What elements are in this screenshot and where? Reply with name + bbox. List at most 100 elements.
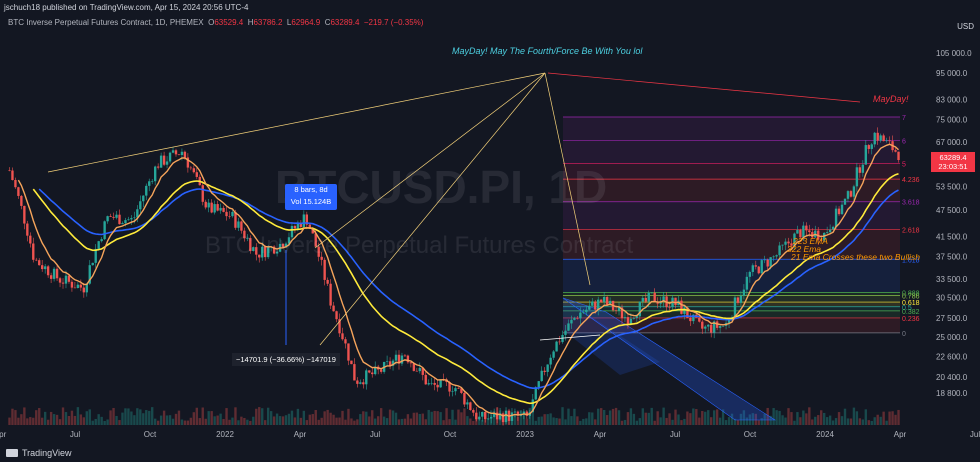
volume-bar	[608, 410, 612, 425]
candle-body	[311, 229, 314, 234]
bars-volume: Vol 15.124B	[290, 197, 332, 206]
volume-bar	[742, 410, 746, 425]
volume-bar	[620, 420, 624, 425]
volume-bar	[882, 411, 885, 425]
candle-body	[876, 132, 879, 141]
candle-body	[261, 246, 264, 258]
volume-bar	[73, 415, 77, 425]
x-tick-4: Apr	[294, 430, 307, 439]
candle-body	[748, 271, 752, 277]
volume-bar	[350, 418, 353, 425]
volume-bar	[522, 415, 526, 425]
volume-bar	[281, 416, 285, 425]
candle-body	[293, 225, 297, 229]
volume-bar	[61, 407, 65, 425]
candle-body	[365, 370, 368, 385]
candle-body	[216, 204, 219, 211]
candle-body	[124, 220, 127, 224]
volume-bar	[287, 413, 291, 425]
volume-bar	[733, 418, 737, 425]
fib-label-5: 2.618	[902, 228, 920, 235]
volume-bar	[516, 416, 520, 425]
volume-bar	[605, 415, 609, 425]
time-axis[interactable]: Apr Jul Oct 2022 Apr Jul Oct 2023 Apr Jul Oct 2024 A…	[0, 430, 980, 439]
volume-bar	[849, 418, 853, 425]
candle-body	[55, 268, 59, 279]
volume-bar	[861, 419, 865, 425]
volume-bar	[234, 407, 237, 425]
volume-bar	[799, 417, 802, 425]
volume-bar	[210, 411, 213, 425]
volume-bar	[344, 419, 347, 425]
fib-band-1	[563, 140, 900, 164]
candle-body	[885, 140, 888, 142]
volume-bar	[858, 418, 862, 425]
volume-bar	[317, 419, 320, 425]
y-tick-14: 22 600.0	[936, 353, 968, 362]
candle-body	[17, 187, 20, 196]
volume-bar	[168, 415, 172, 425]
volume-bar	[570, 416, 573, 425]
x-tick-8: Apr	[594, 430, 607, 439]
candle-body	[329, 283, 332, 306]
volume-bar	[391, 410, 395, 425]
candle-body	[674, 297, 677, 305]
volume-bar	[171, 418, 175, 425]
volume-bar	[439, 412, 442, 425]
volume-bar	[91, 420, 94, 425]
volume-bar	[513, 415, 517, 425]
volume-bar	[162, 410, 166, 425]
volume-bar	[870, 420, 873, 425]
volume-bar	[811, 419, 814, 425]
volume-bar	[445, 408, 448, 425]
candle-body	[180, 151, 184, 156]
candle-body	[237, 221, 240, 228]
volume-bar	[451, 409, 454, 425]
currency-button[interactable]: USD	[957, 22, 974, 31]
fib-band-9	[563, 302, 900, 307]
volume-bar	[448, 419, 451, 425]
fib-label-8: 0.786	[902, 294, 920, 301]
candle-body	[769, 257, 772, 267]
volume-bar	[409, 418, 413, 425]
volume-bar	[715, 409, 719, 425]
candle-body	[879, 135, 882, 141]
candle-body	[379, 369, 383, 372]
y-tick-15: 20 400.0	[936, 373, 968, 382]
close-value: 63289.4	[330, 18, 360, 27]
candle-body	[466, 402, 469, 405]
candle-body	[564, 330, 567, 335]
volume-bar	[695, 409, 698, 425]
candle-body	[576, 318, 579, 319]
volume-bar	[745, 417, 749, 425]
volume-bar	[264, 420, 267, 425]
candle-body	[88, 265, 91, 284]
candle-body	[427, 383, 430, 385]
volume-bar	[659, 417, 662, 425]
candle-body	[641, 297, 644, 302]
candle-body	[757, 266, 760, 274]
volume-bar	[368, 416, 371, 425]
price-axis[interactable]: 105 000.0 95 000.0 83 000.0 75 000.0 67 000.…	[936, 49, 972, 398]
candle-body	[46, 266, 50, 276]
volume-bar	[329, 412, 332, 425]
volume-bar	[139, 409, 142, 425]
candle-body	[487, 418, 490, 420]
candle-body	[751, 265, 755, 272]
volume-bar	[204, 418, 207, 425]
volume-bar	[739, 413, 743, 425]
candle-body	[760, 260, 763, 274]
candle-body	[754, 265, 757, 267]
candle-body	[130, 218, 133, 220]
candle-body	[704, 326, 707, 329]
candle-body	[870, 144, 873, 149]
y-tick-7: 47 500.0	[936, 206, 968, 215]
volume-bar	[305, 420, 309, 425]
volume-bar	[552, 417, 555, 425]
candle-body	[133, 217, 136, 219]
candle-body	[168, 152, 172, 162]
tradingview-logo[interactable]: TradingView	[6, 448, 72, 458]
candle-body	[32, 243, 35, 260]
fib-label-10: 0.5	[902, 305, 912, 312]
